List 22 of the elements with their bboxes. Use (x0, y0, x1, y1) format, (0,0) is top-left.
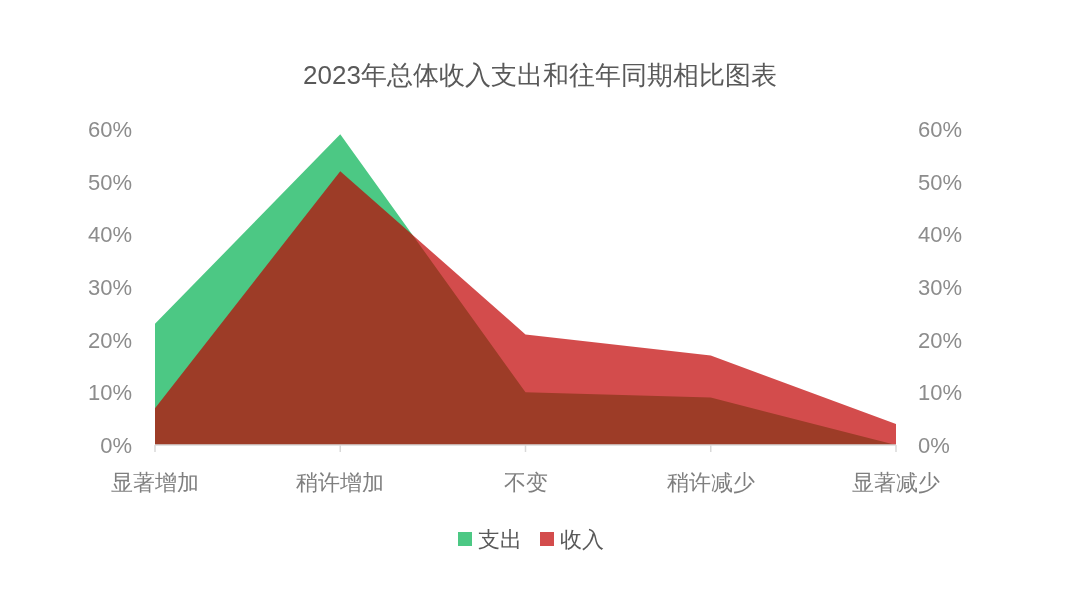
x-tick-label: 显著减少 (852, 470, 940, 495)
legend-label: 收入 (560, 527, 604, 552)
y-tick-label: 60% (87, 117, 132, 142)
y2-tick-label: 40% (918, 222, 963, 248)
legend-label: 支出 (478, 527, 522, 552)
y-tick-label: 40% (87, 222, 132, 248)
y-tick-label: 0% (100, 433, 132, 458)
chart-title: 2023年总体收入支出和往年同期相比图表 (303, 60, 777, 90)
y2-tick-label: 30% (918, 275, 963, 300)
y2-tick-label: 0% (918, 433, 950, 458)
y-tick-label: 30% (87, 275, 132, 300)
x-tick-label: 稍许减少 (666, 470, 755, 495)
y2-tick-label: 50% (918, 169, 963, 195)
y-tick-label: 20% (87, 327, 132, 353)
y-tick-label: 50% (87, 169, 132, 195)
y2-tick-label: 10% (918, 380, 963, 406)
y-tick-label: 10% (87, 380, 132, 406)
x-tick-label: 稍许增加 (296, 470, 385, 495)
x-tick-label: 显著增加 (111, 470, 199, 495)
y2-tick-label: 20% (918, 327, 963, 353)
x-tick-label: 不变 (503, 470, 548, 495)
y2-tick-label: 60% (918, 117, 963, 142)
